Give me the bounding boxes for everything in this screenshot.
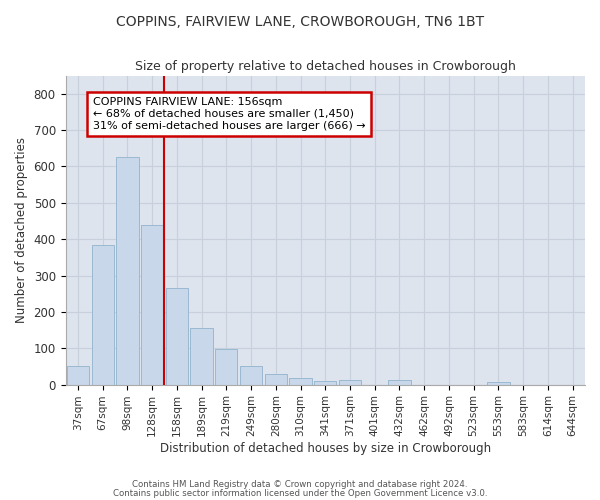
Bar bbox=[487, 382, 509, 384]
Bar bbox=[166, 288, 188, 384]
Bar bbox=[339, 380, 361, 384]
Bar bbox=[141, 224, 163, 384]
Text: COPPINS, FAIRVIEW LANE, CROWBOROUGH, TN6 1BT: COPPINS, FAIRVIEW LANE, CROWBOROUGH, TN6… bbox=[116, 15, 484, 29]
Text: Contains HM Land Registry data © Crown copyright and database right 2024.: Contains HM Land Registry data © Crown c… bbox=[132, 480, 468, 489]
Bar bbox=[92, 244, 114, 384]
Text: COPPINS FAIRVIEW LANE: 156sqm
← 68% of detached houses are smaller (1,450)
31% o: COPPINS FAIRVIEW LANE: 156sqm ← 68% of d… bbox=[93, 98, 365, 130]
Bar bbox=[388, 380, 410, 384]
X-axis label: Distribution of detached houses by size in Crowborough: Distribution of detached houses by size … bbox=[160, 442, 491, 455]
Bar bbox=[240, 366, 262, 384]
Bar bbox=[314, 381, 337, 384]
Bar bbox=[265, 374, 287, 384]
Bar bbox=[190, 328, 213, 384]
Bar bbox=[215, 349, 238, 384]
Text: Contains public sector information licensed under the Open Government Licence v3: Contains public sector information licen… bbox=[113, 488, 487, 498]
Y-axis label: Number of detached properties: Number of detached properties bbox=[15, 137, 28, 323]
Bar bbox=[67, 366, 89, 384]
Title: Size of property relative to detached houses in Crowborough: Size of property relative to detached ho… bbox=[135, 60, 516, 73]
Bar bbox=[116, 158, 139, 384]
Bar bbox=[289, 378, 311, 384]
